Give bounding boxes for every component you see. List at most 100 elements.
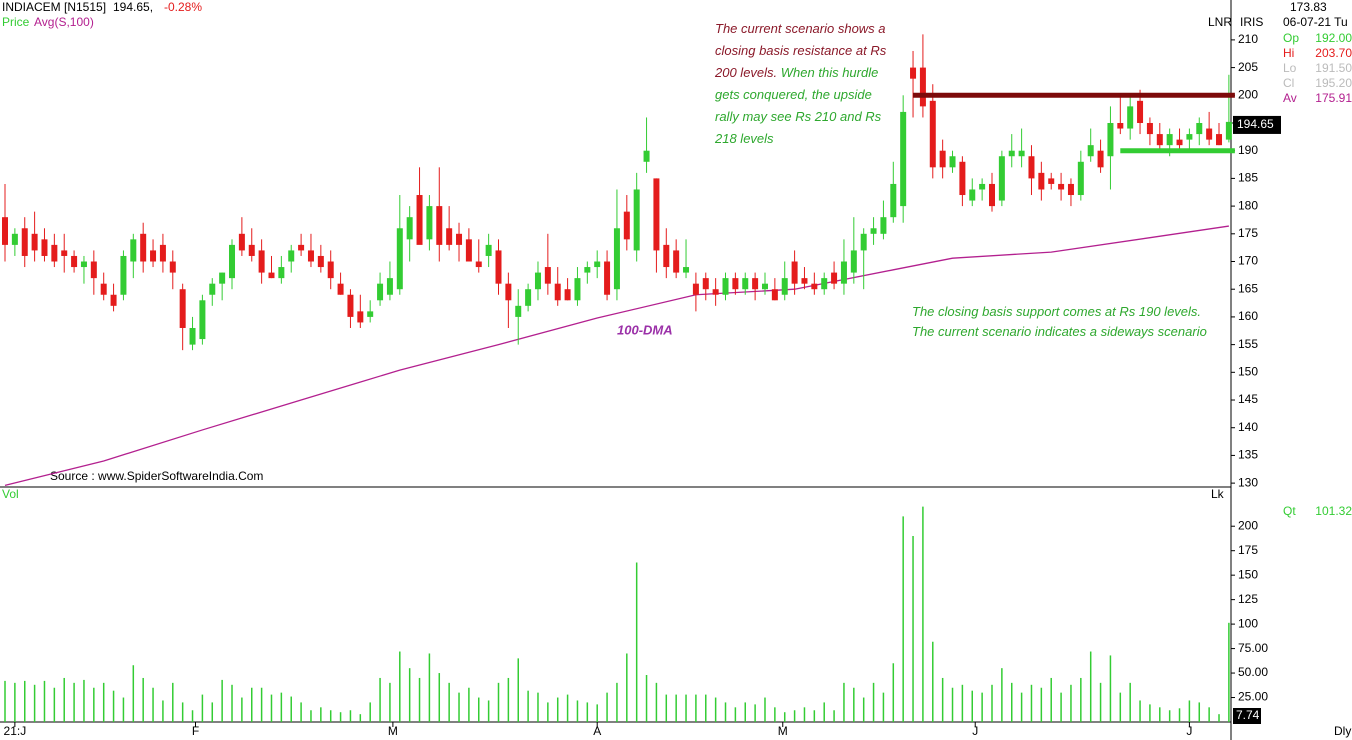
candle-body (998, 156, 1005, 201)
moving-average (4, 225, 1229, 486)
candle-body (140, 233, 147, 262)
candle-body (1077, 161, 1084, 196)
candle-body (515, 305, 522, 317)
candle-body (1206, 128, 1213, 140)
study: IRIS (1240, 15, 1263, 29)
candle-body (456, 233, 463, 245)
y-tick-label: 125 (1238, 592, 1258, 606)
candle-body (979, 183, 986, 190)
x-tick-label: J (972, 724, 978, 738)
price-label: Price (2, 15, 30, 29)
y-tick-label: 180 (1238, 198, 1258, 212)
y-tick-label: 150 (1238, 364, 1258, 378)
candle-body (604, 261, 611, 295)
candle-body (416, 195, 423, 245)
candle-body (1156, 134, 1163, 146)
y-tick-label: 200 (1238, 87, 1258, 101)
candle-body (61, 250, 68, 256)
candle-body (41, 239, 48, 256)
candle-body (258, 250, 265, 273)
candle-body (278, 267, 285, 279)
candle-body (229, 244, 236, 279)
candle-body (989, 183, 995, 207)
candle-body (150, 250, 157, 262)
candle-body (525, 289, 532, 306)
candle-body (1048, 178, 1055, 184)
candle-body (386, 278, 393, 295)
candle-body (1127, 106, 1134, 129)
candle-body (90, 261, 97, 279)
change: -0.28% (164, 0, 202, 14)
candle-body (1087, 145, 1094, 157)
y-tick-label: 175 (1238, 226, 1258, 240)
candle-body (1018, 150, 1025, 157)
candle-body (179, 289, 186, 328)
candle-body (1216, 134, 1223, 146)
candle-body (495, 250, 502, 284)
candle-body (653, 178, 660, 251)
ma-label: Avg(S,100) (34, 15, 94, 29)
candle-body (120, 255, 127, 295)
resistance-note: The current scenario shows a closing bas… (715, 18, 895, 150)
candle-body (159, 244, 166, 262)
y-tick-label: 200 (1238, 518, 1258, 532)
candle-body (298, 244, 305, 251)
candle-body (1137, 100, 1144, 123)
symbol: INDIACEM [N1515] (2, 0, 106, 14)
candle-body (761, 283, 768, 290)
candle-body (870, 228, 877, 234)
candle-body (673, 250, 680, 273)
last-price-label: 194.65 (1237, 117, 1274, 131)
y-tick-label: 210 (1238, 32, 1258, 46)
last-price: 194.65, (113, 0, 153, 14)
candle-body (929, 100, 936, 168)
candle-body (613, 228, 620, 290)
candle-body (130, 239, 137, 262)
candle-body (623, 211, 630, 240)
candle-body (959, 161, 966, 196)
source: Source : www.SpiderSoftwareIndia.Com (50, 469, 263, 483)
note-text: When this hurdle gets conquered, the ups… (715, 65, 882, 146)
candle-body (2, 217, 8, 245)
candle-body (51, 244, 58, 262)
volume-title: Vol (2, 487, 19, 501)
last-price-box (1233, 115, 1281, 134)
candle-body (534, 272, 541, 290)
candle-body (209, 283, 216, 295)
candle-body (268, 272, 275, 279)
candle-body (702, 278, 709, 290)
x-tick-label: 21:J (4, 724, 27, 738)
candle-body (465, 239, 472, 262)
y-tick-label: 175 (1238, 543, 1258, 557)
candle-body (1028, 156, 1035, 179)
candle-body (771, 289, 778, 301)
candle-body (100, 283, 107, 295)
info-label: Cl (1283, 76, 1294, 90)
candle-body (1038, 172, 1045, 190)
qt-label: Qt (1283, 504, 1296, 518)
candle-body (1107, 122, 1114, 157)
candle-body (199, 300, 206, 340)
candle-body (840, 261, 847, 284)
candle-body (683, 267, 690, 273)
candle-body (752, 278, 759, 290)
candle-body (821, 278, 828, 290)
info-value: 192.00 (1315, 31, 1352, 45)
candle-body (367, 311, 374, 317)
y-tick-label: 100 (1238, 616, 1258, 630)
info-value: 191.50 (1315, 61, 1352, 75)
y-tick-label: 150 (1238, 567, 1258, 581)
candle-body (446, 228, 453, 245)
candle-body (485, 244, 492, 256)
info-label: Av (1283, 91, 1297, 105)
candle-body (1097, 150, 1104, 168)
candle-body (219, 272, 226, 284)
candle-body (712, 289, 719, 295)
info-label: Op (1283, 31, 1299, 45)
candle-body (860, 233, 867, 251)
x-tick-label: J (1186, 724, 1192, 738)
y-tick-label: 185 (1238, 171, 1258, 185)
candle-body (1146, 122, 1153, 135)
candle-body (1117, 122, 1124, 129)
candle-body (1067, 183, 1074, 196)
